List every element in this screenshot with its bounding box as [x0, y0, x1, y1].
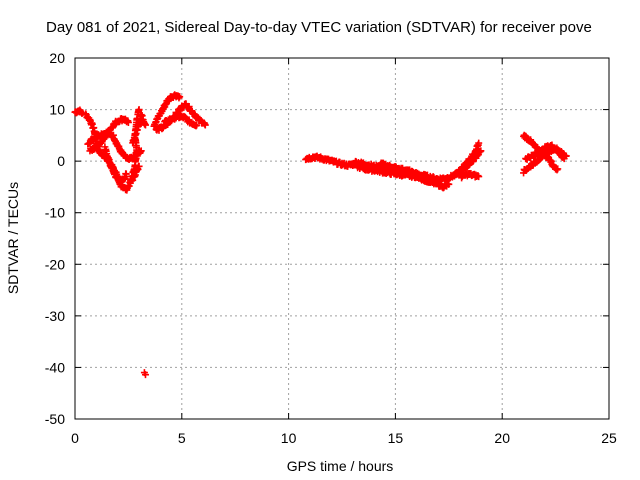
x-tick-label: 15: [388, 430, 404, 446]
data-point: [475, 139, 483, 147]
data-point: [176, 93, 184, 101]
chart-title: Day 081 of 2021, Sidereal Day-to-day VTE…: [46, 19, 592, 36]
y-tick-label: -10: [45, 205, 65, 221]
data-point: [135, 106, 143, 114]
data-point: [193, 121, 201, 129]
x-tick-label: 10: [281, 430, 297, 446]
data-points: [71, 91, 570, 379]
data-point: [560, 155, 568, 163]
y-axis-label: SDTVAR / TECUs: [5, 182, 21, 294]
data-point: [554, 165, 562, 173]
x-tick-label: 20: [494, 430, 510, 446]
data-point: [477, 147, 485, 155]
data-point: [428, 178, 436, 186]
y-tick-label: 0: [57, 153, 65, 169]
data-point: [141, 121, 149, 129]
grid-lines: [75, 58, 609, 419]
data-point: [141, 371, 149, 379]
x-tick-label: 5: [178, 430, 186, 446]
data-point: [445, 180, 453, 188]
y-tick-label: 10: [49, 102, 65, 118]
y-tick-label: -50: [45, 411, 65, 427]
y-tick-label: -20: [45, 256, 65, 272]
x-axis-label: GPS time / hours: [287, 458, 394, 474]
x-tick-label: 0: [71, 430, 79, 446]
y-tick-label: -40: [45, 359, 65, 375]
plot-frame: [74, 57, 610, 420]
x-tick-label: 25: [601, 430, 617, 446]
y-tick-label: -30: [45, 308, 65, 324]
data-point: [122, 170, 130, 178]
data-point: [201, 121, 209, 129]
data-point: [124, 118, 132, 126]
data-point: [475, 173, 483, 181]
axis-ticks: 0 5 10 15 20 25 20 10 0 -10 -20 -30 -40 -50: [45, 50, 617, 446]
y-tick-label: 20: [49, 50, 65, 66]
